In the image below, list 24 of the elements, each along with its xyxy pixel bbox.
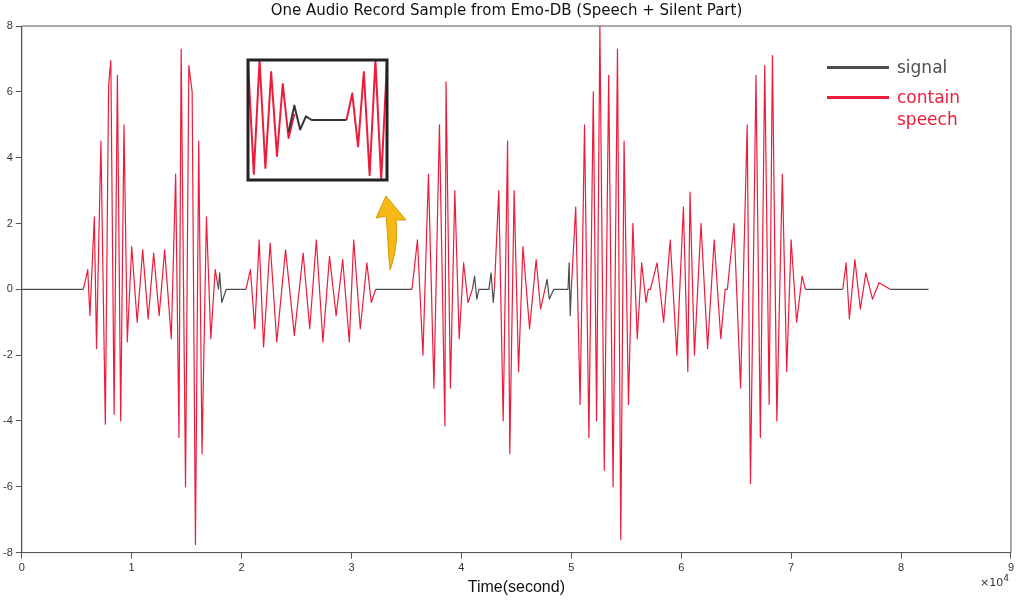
x-axis-title: Time(second) (467, 577, 565, 595)
x-tick-label: 3 (348, 561, 355, 574)
text: ×10$^{4}$ (979, 572, 1009, 589)
x-tick-label: 6 (678, 561, 685, 574)
legend-label: signal (897, 56, 948, 78)
x-tick-label: 5 (568, 561, 575, 574)
y-tick-label: -8 (3, 545, 13, 558)
y-tick-label: 8 (6, 19, 13, 32)
x-tick-label: 7 (788, 561, 795, 574)
y-tick-label: -6 (3, 479, 13, 492)
x-tick-label: 1 (128, 561, 135, 574)
y-tick-label: 6 (6, 84, 13, 97)
y-tick-label: 4 (6, 150, 13, 163)
x-tick-label: 0 (18, 561, 25, 574)
x-tick-label: 2 (238, 561, 245, 574)
legend-label: contain speech (897, 86, 962, 130)
y-tick-label: -2 (3, 348, 13, 361)
y-tick-label: 0 (6, 282, 13, 295)
y-tick-label: 2 (6, 216, 13, 229)
x-tick-label: 9 (1007, 561, 1014, 574)
x-tick-label: 8 (897, 561, 905, 574)
x-tick-label: 4 (458, 561, 465, 574)
chart-title: One Audio Record Sample from Emo-DB (Speech + Silent Part) (270, 0, 743, 19)
y-tick-label: -4 (3, 413, 13, 426)
